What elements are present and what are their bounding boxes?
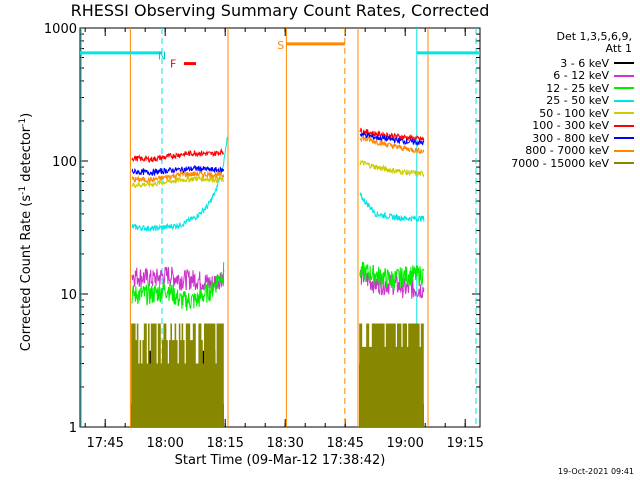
legend-item: 100 - 300 keV bbox=[511, 119, 634, 133]
generation-date: 19-Oct-2021 09:41 bbox=[558, 467, 634, 476]
legend-item-swatch bbox=[614, 62, 634, 65]
series-300-800kev bbox=[131, 164, 225, 177]
series-50-100kev bbox=[359, 159, 425, 178]
legend-item-label: 12 - 25 keV bbox=[546, 81, 609, 95]
x-tick-label: 17:45 bbox=[86, 436, 123, 451]
legend-item-swatch bbox=[614, 162, 634, 165]
series-12-25kev bbox=[131, 262, 225, 311]
annotation-s: S bbox=[277, 39, 284, 52]
plot-frame bbox=[79, 27, 481, 428]
legend-item: 6 - 12 keV bbox=[511, 69, 634, 83]
legend-item-label: 50 - 100 keV bbox=[539, 106, 609, 120]
legend-item-swatch bbox=[614, 87, 634, 90]
legend-item-label: 800 - 7000 keV bbox=[525, 144, 609, 158]
annotation-n: N bbox=[158, 50, 166, 63]
legend-item: 7000 - 15000 keV bbox=[511, 157, 634, 170]
series-6-12kev bbox=[131, 266, 225, 292]
x-tick-label: 18:45 bbox=[326, 436, 363, 451]
y-tick-label: 1000 bbox=[44, 22, 77, 37]
series-25-50kev bbox=[359, 191, 425, 223]
series-25-50kev bbox=[131, 136, 228, 232]
series-300-800kev bbox=[359, 130, 425, 147]
series-7000-15000kev bbox=[131, 323, 224, 427]
legend-item-label: 300 - 800 keV bbox=[532, 131, 609, 145]
x-tick-label: 18:00 bbox=[146, 436, 183, 451]
legend-item-label: 100 - 300 keV bbox=[532, 119, 609, 133]
legend-item-label: 3 - 6 keV bbox=[560, 56, 609, 70]
series-12-25kev bbox=[359, 261, 425, 290]
series-100-300kev bbox=[131, 147, 225, 164]
legend-item-swatch bbox=[614, 74, 634, 77]
legend-item-swatch bbox=[614, 124, 634, 127]
legend-item-swatch bbox=[614, 149, 634, 152]
chart-title: RHESSI Observing Summary Count Rates, Co… bbox=[70, 1, 490, 20]
series-800-7000kev bbox=[131, 170, 225, 184]
legend-item: 300 - 800 keV bbox=[511, 132, 634, 145]
legend-item-label: 6 - 12 keV bbox=[553, 69, 609, 83]
legend-item: 12 - 25 keV bbox=[511, 82, 634, 95]
annotation-f: F bbox=[170, 58, 176, 71]
x-tick-label: 18:15 bbox=[206, 436, 243, 451]
series-800-7000kev bbox=[359, 134, 425, 155]
y-tick-label: 10 bbox=[60, 288, 77, 303]
legend-item-swatch bbox=[614, 112, 634, 115]
x-tick-label: 19:15 bbox=[446, 436, 483, 451]
legend-item-label: 7000 - 15000 keV bbox=[511, 156, 609, 170]
y-tick-label: 100 bbox=[52, 155, 77, 170]
series-7000-15000kev bbox=[359, 323, 424, 427]
x-axis-label: Start Time (09-Mar-12 17:38:42) bbox=[174, 453, 386, 468]
x-tick-label: 19:00 bbox=[386, 436, 423, 451]
legend-header-attenuator: Att 1 bbox=[605, 42, 632, 55]
legend-item: 3 - 6 keV bbox=[511, 57, 634, 70]
legend: 3 - 6 keV 6 - 12 keV 12 - 25 keV 25 - 50 ke… bbox=[511, 57, 634, 170]
legend-item: 50 - 100 keV bbox=[511, 107, 634, 120]
x-tick-label: 18:30 bbox=[266, 436, 303, 451]
legend-header-detectors: Det 1,3,5,6,9, bbox=[556, 30, 632, 43]
legend-item-swatch bbox=[614, 99, 634, 102]
y-axis-label: Corrected Count Rate (s-1 detector-1) bbox=[17, 112, 35, 352]
legend-item: 800 - 7000 keV bbox=[511, 144, 634, 158]
legend-item: 25 - 50 keV bbox=[511, 94, 634, 108]
legend-item-swatch bbox=[614, 137, 634, 140]
legend-item-label: 25 - 50 keV bbox=[546, 94, 609, 108]
y-tick-label: 1 bbox=[69, 421, 77, 436]
